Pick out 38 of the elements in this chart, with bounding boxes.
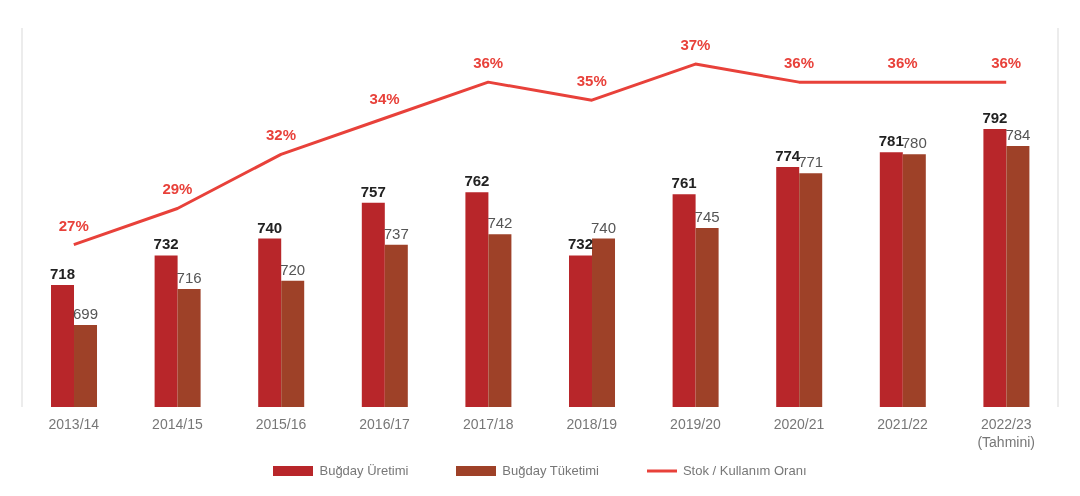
data-label: 757	[360, 182, 386, 200]
legend-label: Buğday Tüketimi	[502, 463, 599, 478]
data-label: 32%	[265, 126, 297, 144]
data-label: 774	[775, 146, 801, 164]
x-tick-label: 2016/17	[359, 416, 411, 432]
x-tick-label: 2015/16	[255, 416, 307, 432]
x-tick-label: 2022/23 (Tahmini)	[977, 416, 1035, 450]
x-tick-label: 2014/15	[152, 416, 203, 432]
data-label: 37%	[680, 36, 711, 54]
data-label: 781	[878, 132, 904, 150]
data-label: 761	[671, 174, 697, 192]
x-tick-label: 2018/19	[566, 416, 618, 432]
x-tick-label: 2021/22	[877, 416, 929, 432]
data-label: 792	[982, 109, 1008, 127]
data-label: 718	[49, 264, 76, 282]
data-label: 740	[257, 218, 283, 236]
data-label: 36%	[887, 54, 918, 72]
data-label: 762	[464, 172, 490, 190]
data-label: 29%	[162, 180, 193, 198]
legend-label: Stok / Kullanım Oranı	[682, 463, 807, 478]
data-label: 732	[153, 235, 179, 253]
data-label: 740	[590, 218, 617, 236]
legend-label: Buğday Üretimi	[319, 463, 409, 478]
x-tick-label: 2017/18	[462, 416, 514, 432]
data-label: 720	[280, 260, 306, 278]
data-label: 771	[798, 153, 824, 171]
data-label: 34%	[369, 90, 400, 108]
data-label: 780	[901, 134, 927, 152]
data-label: 27%	[58, 216, 89, 234]
data-label: 742	[487, 214, 513, 232]
data-label: 35%	[576, 72, 607, 90]
data-label: 36%	[473, 54, 504, 72]
data-label: 784	[1005, 125, 1031, 143]
x-tick-label: 2020/21	[773, 416, 825, 432]
x-tick-label: 2013/14	[48, 416, 100, 432]
data-label: 36%	[783, 54, 815, 72]
data-label: 36%	[991, 54, 1022, 72]
x-tick-label: 2019/20	[670, 416, 721, 432]
